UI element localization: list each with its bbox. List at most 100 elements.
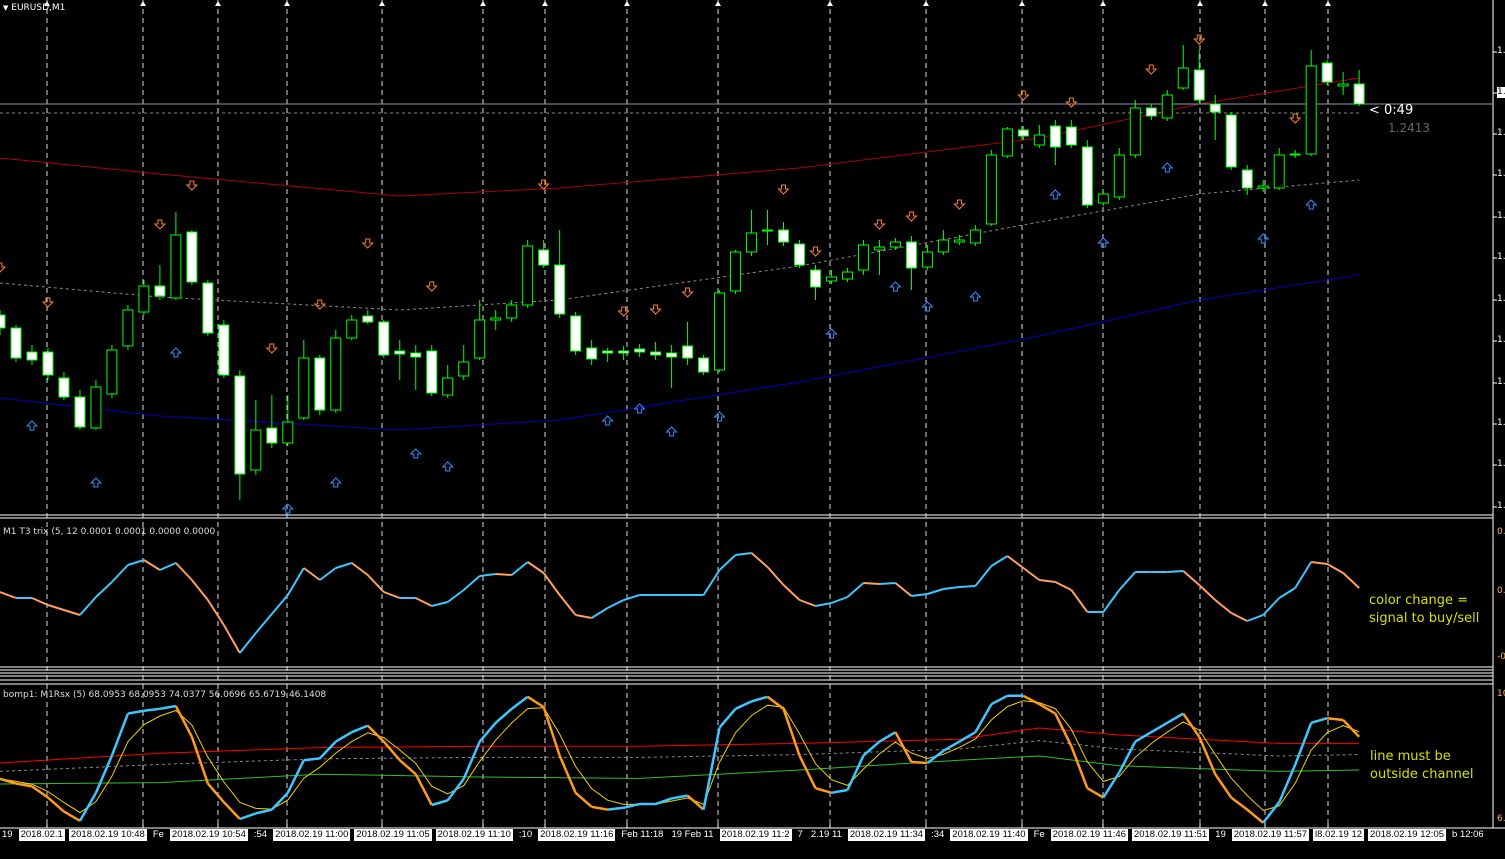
trix-segment bbox=[207, 599, 225, 626]
bear-candle bbox=[1081, 146, 1093, 206]
trix-segment bbox=[702, 569, 721, 596]
trix-segment bbox=[879, 582, 896, 585]
rsx-segment bbox=[15, 782, 33, 788]
bull-candle bbox=[746, 232, 758, 253]
time-axis-label: 2018.02.19 11:2 bbox=[719, 829, 792, 841]
period-separator-marker-icon bbox=[542, 1, 548, 6]
bear-candle bbox=[394, 350, 406, 355]
trix-segment bbox=[911, 593, 928, 597]
sell-arrow-icon bbox=[617, 306, 630, 317]
rsx-segment bbox=[78, 792, 98, 822]
trix-segment bbox=[1039, 579, 1056, 583]
bear-candle bbox=[378, 321, 390, 356]
rsx-segment bbox=[303, 757, 320, 762]
rsx-segment bbox=[478, 722, 497, 743]
rsx-segment bbox=[1086, 787, 1104, 799]
buy-arrow-icon bbox=[1304, 199, 1318, 210]
bull-candle bbox=[474, 319, 486, 359]
rsx-segment bbox=[735, 700, 753, 710]
rsx-segment bbox=[110, 713, 130, 757]
time-axis-label: Fe bbox=[152, 829, 164, 840]
bear-candle bbox=[1193, 69, 1205, 101]
rsx-segment bbox=[1070, 745, 1089, 789]
trix-segment bbox=[927, 588, 944, 595]
bull-candle bbox=[330, 337, 342, 411]
rsx-segment bbox=[1054, 713, 1073, 747]
rsx-segment bbox=[270, 791, 289, 811]
price-axis-label: 1. bbox=[1497, 252, 1505, 262]
rsx-signal-line bbox=[0, 700, 1360, 814]
rsx-channel-upper bbox=[0, 727, 1360, 764]
bull-candle bbox=[730, 251, 742, 292]
bull-candle bbox=[969, 229, 981, 244]
trix-segment bbox=[271, 594, 289, 615]
ma-line-red bbox=[0, 77, 1360, 197]
bear-candle bbox=[26, 351, 38, 361]
rsx-segment bbox=[335, 731, 353, 743]
time-axis-label: 2018.02.19 11:57 bbox=[1231, 829, 1310, 841]
bull-candle bbox=[298, 357, 310, 419]
rsx-segment bbox=[398, 759, 417, 776]
sell-arrow-icon bbox=[953, 199, 966, 210]
rsx-segment bbox=[366, 724, 385, 743]
rsx-segment bbox=[1150, 721, 1168, 734]
price-axis-label: 1. bbox=[1497, 87, 1505, 98]
triangle-down-icon[interactable]: ▼ bbox=[3, 4, 9, 12]
trix-segment bbox=[1167, 570, 1184, 573]
trix-segment bbox=[542, 572, 561, 596]
buy-arrow-icon bbox=[89, 477, 103, 488]
period-separator-marker-icon bbox=[1325, 1, 1331, 6]
bear-candle bbox=[1321, 62, 1333, 83]
trix-annotation: color change = signal to buy/sell bbox=[1369, 592, 1479, 628]
rsx-segment bbox=[47, 796, 65, 813]
trix-segment bbox=[95, 581, 113, 598]
rsx-segment bbox=[351, 724, 369, 734]
trix-segment bbox=[335, 562, 353, 569]
trix-segment bbox=[255, 613, 273, 634]
rsx-segment bbox=[702, 727, 721, 810]
rsx-segment bbox=[623, 802, 640, 810]
buy-arrow-icon bbox=[329, 477, 342, 488]
bear-candle bbox=[1065, 126, 1077, 146]
trix-segment bbox=[782, 584, 801, 601]
bear-candle bbox=[586, 347, 598, 360]
bear-candle bbox=[0, 314, 6, 329]
bear-candle bbox=[266, 427, 278, 444]
trix-segment bbox=[863, 582, 880, 585]
trix-segment bbox=[1311, 561, 1328, 565]
trix-segment bbox=[815, 602, 832, 607]
time-axis[interactable]: 19 2018.02.1 2018.02.19 10:48 Fe 2018.02.19 … bbox=[0, 829, 1493, 841]
period-separator-marker-icon bbox=[1019, 1, 1025, 6]
trix-segment bbox=[735, 552, 752, 556]
trix-segment bbox=[1182, 570, 1200, 586]
trix-segment bbox=[990, 555, 1008, 567]
time-axis-label: 2018.02.19 10:54 bbox=[169, 829, 248, 841]
annotation-line: color change = bbox=[1369, 593, 1469, 608]
rsx-segment bbox=[942, 740, 961, 752]
bid-price-label: 1.2413 bbox=[1388, 121, 1430, 135]
trix-segment bbox=[623, 594, 640, 601]
bull-candle bbox=[138, 285, 150, 313]
trix-segment bbox=[286, 567, 305, 596]
rsx-annotation: line must be outside channel bbox=[1370, 748, 1474, 784]
period-separator-marker-icon bbox=[1197, 1, 1203, 6]
bull-candle bbox=[90, 386, 102, 429]
trix-segment bbox=[47, 604, 65, 611]
bull-candle bbox=[1113, 154, 1125, 198]
rsx-segment bbox=[462, 741, 481, 780]
trix-segment bbox=[319, 567, 337, 581]
rsx-segment bbox=[1182, 712, 1201, 738]
bull-candle bbox=[442, 377, 454, 396]
price-axis-label: 1. bbox=[1497, 128, 1505, 138]
bull-candle bbox=[250, 429, 262, 471]
bull-candle bbox=[921, 251, 933, 268]
trix-segment bbox=[191, 579, 209, 601]
bear-candle bbox=[74, 396, 86, 428]
trix-segment bbox=[111, 564, 129, 583]
period-separator-marker-icon bbox=[215, 1, 221, 6]
period-separator-marker-icon bbox=[379, 1, 385, 6]
trix-segment bbox=[831, 596, 848, 604]
trix-segment bbox=[750, 552, 769, 568]
trix-segment bbox=[799, 599, 816, 607]
